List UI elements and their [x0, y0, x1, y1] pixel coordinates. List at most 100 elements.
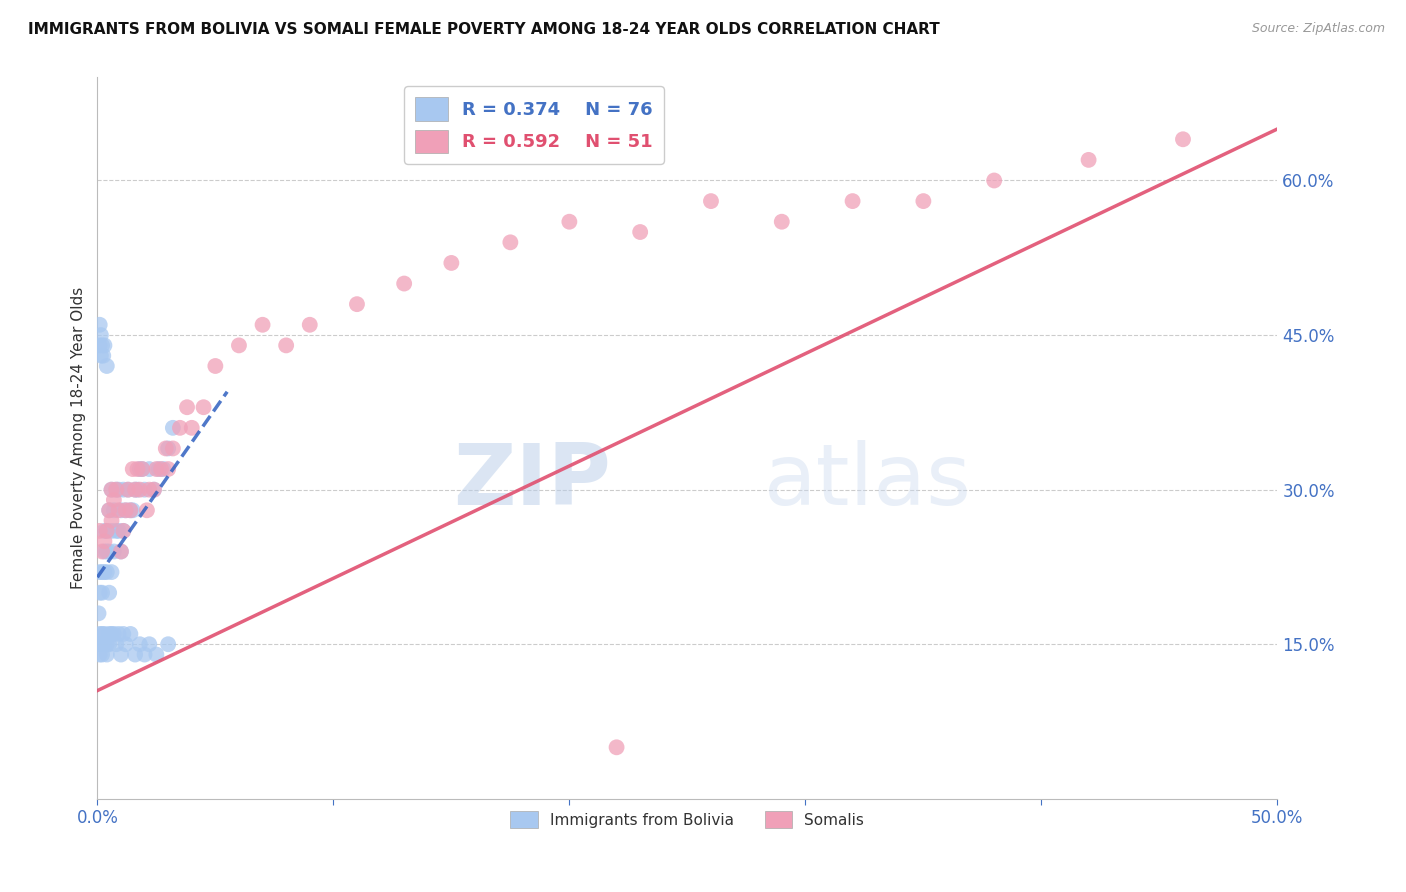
- Point: [169, 421, 191, 435]
- Point: [96, 637, 118, 651]
- Point: [96, 359, 118, 373]
- Point: [107, 627, 129, 641]
- Point: [90, 328, 112, 343]
- Point: [1077, 153, 1099, 167]
- Point: [228, 338, 250, 352]
- Point: [176, 401, 198, 415]
- Point: [96, 544, 118, 558]
- Point: [121, 503, 143, 517]
- Point: [124, 648, 146, 662]
- Text: ZIP: ZIP: [453, 440, 610, 523]
- Point: [110, 648, 132, 662]
- Point: [120, 503, 142, 517]
- Point: [98, 627, 121, 641]
- Point: [91, 627, 114, 641]
- Point: [204, 359, 226, 373]
- Point: [346, 297, 368, 311]
- Point: [91, 585, 114, 599]
- Point: [770, 215, 793, 229]
- Point: [90, 349, 112, 363]
- Point: [700, 194, 723, 208]
- Point: [100, 565, 122, 579]
- Point: [127, 462, 149, 476]
- Point: [89, 524, 111, 538]
- Point: [98, 585, 121, 599]
- Point: [89, 318, 111, 332]
- Point: [91, 648, 114, 662]
- Point: [100, 627, 122, 641]
- Point: [117, 483, 139, 497]
- Point: [98, 503, 121, 517]
- Point: [100, 483, 122, 497]
- Point: [150, 462, 173, 476]
- Point: [100, 524, 122, 538]
- Text: IMMIGRANTS FROM BOLIVIA VS SOMALI FEMALE POVERTY AMONG 18-24 YEAR OLDS CORRELATI: IMMIGRANTS FROM BOLIVIA VS SOMALI FEMALE…: [28, 22, 939, 37]
- Point: [143, 483, 166, 497]
- Point: [841, 194, 863, 208]
- Point: [440, 256, 463, 270]
- Point: [89, 585, 111, 599]
- Point: [110, 503, 132, 517]
- Point: [112, 524, 135, 538]
- Point: [157, 462, 180, 476]
- Point: [138, 483, 160, 497]
- Point: [91, 338, 114, 352]
- Point: [121, 462, 143, 476]
- Point: [162, 421, 184, 435]
- Point: [105, 524, 128, 538]
- Point: [499, 235, 522, 250]
- Point: [93, 534, 115, 549]
- Point: [91, 544, 114, 558]
- Point: [124, 483, 146, 497]
- Point: [124, 483, 146, 497]
- Point: [100, 514, 122, 528]
- Point: [89, 627, 111, 641]
- Point: [392, 277, 415, 291]
- Point: [107, 503, 129, 517]
- Point: [96, 565, 118, 579]
- Text: atlas: atlas: [763, 440, 972, 523]
- Point: [128, 462, 150, 476]
- Point: [114, 503, 136, 517]
- Point: [145, 462, 167, 476]
- Point: [112, 627, 135, 641]
- Point: [110, 544, 132, 558]
- Point: [134, 483, 156, 497]
- Point: [157, 637, 180, 651]
- Point: [131, 462, 153, 476]
- Point: [128, 483, 150, 497]
- Point: [114, 637, 136, 651]
- Point: [98, 637, 121, 651]
- Point: [193, 401, 215, 415]
- Point: [983, 173, 1005, 187]
- Point: [103, 493, 125, 508]
- Point: [91, 349, 114, 363]
- Point: [252, 318, 274, 332]
- Point: [107, 524, 129, 538]
- Point: [96, 524, 118, 538]
- Point: [628, 225, 651, 239]
- Point: [145, 648, 167, 662]
- Point: [91, 565, 114, 579]
- Point: [912, 194, 935, 208]
- Point: [157, 442, 180, 456]
- Point: [98, 544, 121, 558]
- Point: [100, 483, 122, 497]
- Point: [93, 565, 115, 579]
- Point: [152, 462, 174, 476]
- Y-axis label: Female Poverty Among 18-24 Year Olds: Female Poverty Among 18-24 Year Olds: [72, 287, 86, 590]
- Point: [135, 503, 157, 517]
- Point: [98, 503, 121, 517]
- Point: [105, 637, 128, 651]
- Point: [87, 607, 110, 621]
- Point: [103, 544, 125, 558]
- Point: [105, 483, 128, 497]
- Point: [110, 544, 132, 558]
- Point: [89, 565, 111, 579]
- Point: [138, 462, 160, 476]
- Point: [558, 215, 581, 229]
- Point: [107, 483, 129, 497]
- Point: [276, 338, 298, 352]
- Point: [162, 442, 184, 456]
- Point: [606, 740, 628, 755]
